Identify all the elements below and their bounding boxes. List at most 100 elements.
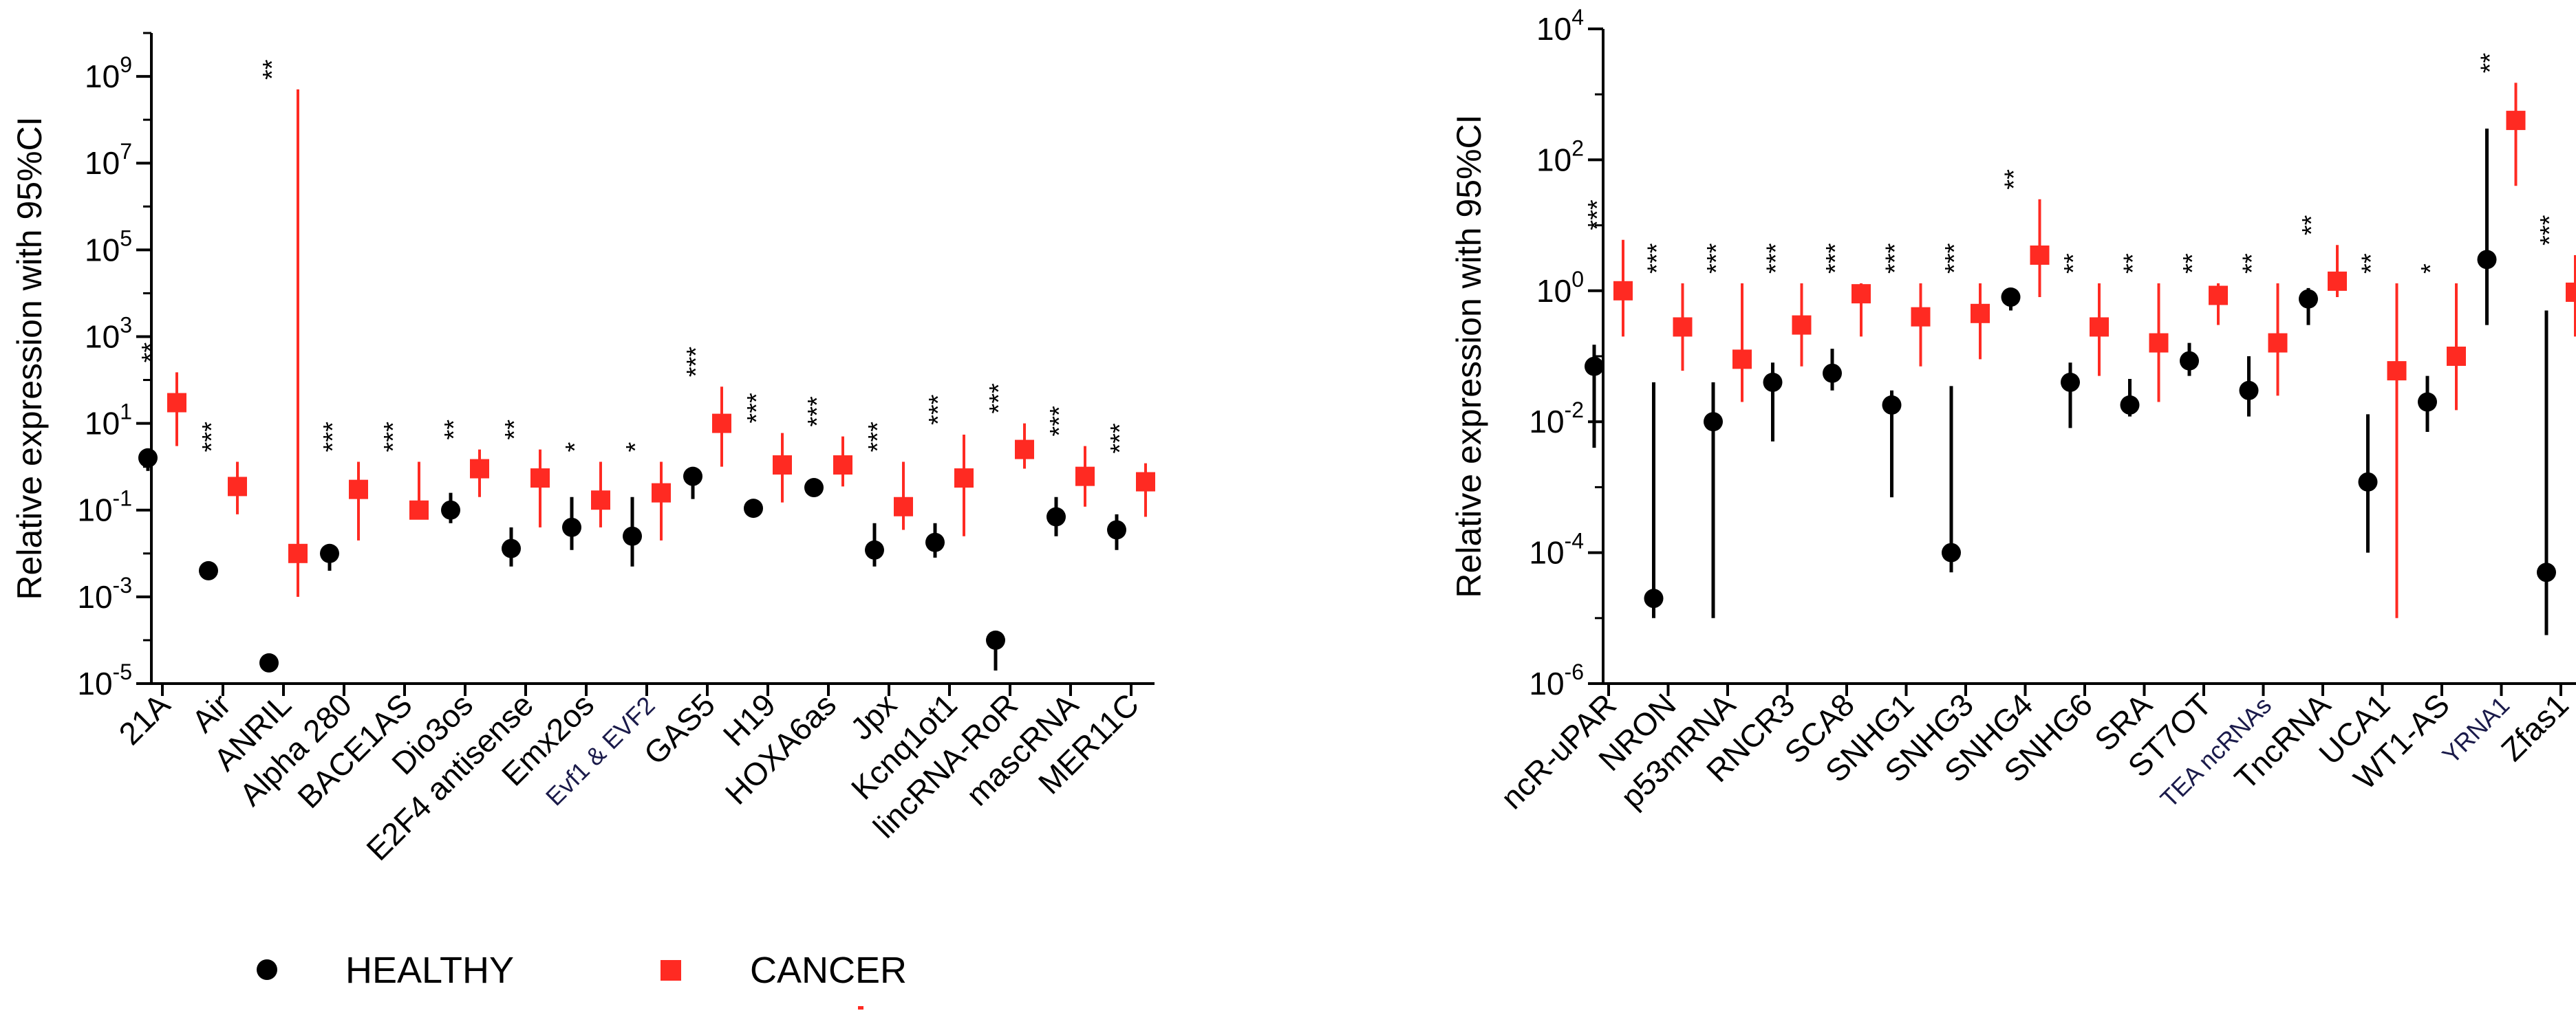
cancer-point	[1075, 466, 1095, 486]
cancer-point	[2447, 347, 2466, 366]
significance-marker: ***	[803, 396, 832, 427]
significance-marker: **	[2297, 215, 2326, 235]
significance-marker: ***	[1762, 243, 1791, 274]
significance-marker: ***	[1821, 243, 1850, 274]
significance-marker: **	[440, 420, 469, 440]
healthy-point	[925, 532, 945, 552]
significance-marker: **	[2238, 253, 2267, 274]
cancer-point	[1613, 281, 1633, 301]
healthy-point	[623, 526, 642, 546]
legend-artifact-dot	[858, 1006, 863, 1010]
significance-marker: **	[2178, 253, 2207, 274]
significance-marker: ***	[197, 422, 226, 453]
significance-marker: *	[2416, 263, 2445, 274]
y-tick-label: 107	[85, 139, 132, 181]
y-tick-label: 101	[85, 400, 132, 442]
cancer-point	[712, 413, 731, 433]
significance-marker: ***	[1045, 406, 1074, 437]
healthy-point	[562, 517, 581, 537]
healthy-point	[1763, 372, 1783, 392]
y-tick-label: 10-1	[77, 486, 132, 528]
legend-healthy-marker	[257, 959, 277, 980]
significance-marker: ***	[1106, 423, 1135, 454]
healthy-point	[1046, 507, 1066, 527]
cancer-point	[2030, 246, 2050, 265]
cancer-point	[167, 393, 186, 413]
healthy-point	[2299, 289, 2318, 309]
significance-marker: *	[621, 442, 650, 452]
cancer-point	[894, 497, 913, 516]
healthy-point	[1882, 395, 1902, 415]
healthy-point	[1107, 520, 1126, 540]
y-tick-label: 10-2	[1529, 397, 1584, 439]
healthy-point	[320, 543, 339, 563]
healthy-point	[1644, 589, 1664, 609]
significance-marker: *	[561, 442, 590, 452]
y-tick-label: 10-3	[77, 573, 132, 615]
healthy-point	[744, 499, 763, 519]
cancer-point	[530, 468, 550, 488]
significance-marker: **	[2119, 253, 2148, 274]
cancer-point	[2209, 285, 2228, 305]
significance-marker: **	[2000, 169, 2029, 190]
significance-marker: ***	[863, 422, 892, 453]
y-axis-title: Relative expression with 95%CI	[1450, 114, 1488, 598]
y-tick-label: 104	[1536, 5, 1584, 47]
cancer-point	[470, 459, 489, 479]
right-chart-panel: 104 102 100 10-2 10-4 10-6 Relative expression…	[1450, 5, 2576, 816]
cancer-point	[1852, 284, 1871, 304]
x-category-label: Zfas1	[2494, 686, 2575, 767]
cancer-point	[1792, 315, 1812, 335]
significance-marker: ***	[1583, 199, 1612, 230]
healthy-point	[1704, 412, 1723, 432]
cancer-point	[954, 468, 974, 488]
cancer-point	[2149, 333, 2169, 353]
significance-marker: ***	[1702, 243, 1731, 274]
cancer-point	[1136, 472, 1155, 492]
y-tick-label: 10-6	[1529, 660, 1584, 701]
x-category-label: 21A	[111, 686, 177, 752]
y-tick-label: 100	[1536, 267, 1584, 309]
significance-marker: ***	[379, 422, 408, 453]
y-tick-label: 103	[85, 312, 132, 354]
cancer-point	[2328, 271, 2347, 291]
cancer-point	[409, 500, 429, 520]
healthy-point	[2061, 372, 2080, 392]
healthy-point	[2001, 287, 2021, 307]
cancer-point	[833, 455, 852, 475]
healthy-point	[865, 540, 884, 560]
y-tick-label: 10-4	[1529, 529, 1584, 571]
significance-marker: **	[2059, 253, 2088, 274]
cancer-point	[591, 490, 610, 510]
cancer-point	[228, 477, 247, 497]
legend: HEALTHY CANCER	[257, 950, 907, 1010]
cancer-point	[2387, 361, 2407, 381]
cancer-point	[1971, 303, 1990, 323]
significance-marker: ***	[1643, 243, 1672, 274]
significance-marker: ***	[924, 394, 953, 425]
healthy-point	[199, 560, 218, 580]
x-category-label: YRNA1	[2436, 691, 2515, 770]
y-axis-title: Relative expression with 95%CI	[10, 116, 49, 600]
healthy-point	[986, 630, 1005, 650]
healthy-point	[502, 538, 521, 558]
healthy-point	[2239, 380, 2259, 400]
legend-healthy-label: HEALTHY	[345, 950, 514, 991]
healthy-point	[2418, 392, 2437, 412]
y-tick-label: 109	[85, 52, 132, 94]
healthy-point	[441, 500, 460, 520]
significance-marker: ***	[319, 422, 347, 453]
healthy-point	[2358, 472, 2378, 492]
significance-marker: ***	[985, 383, 1013, 414]
significance-marker: ***	[1881, 243, 1910, 274]
significance-marker: **	[137, 342, 166, 363]
healthy-point	[804, 478, 824, 498]
cancer-point	[1673, 317, 1693, 337]
y-tick-label: 102	[1536, 135, 1584, 177]
healthy-point	[1823, 363, 1842, 383]
cancer-point	[773, 455, 792, 475]
significance-marker: ***	[2535, 215, 2564, 246]
healthy-point	[2180, 351, 2199, 371]
healthy-point	[1942, 543, 1961, 563]
